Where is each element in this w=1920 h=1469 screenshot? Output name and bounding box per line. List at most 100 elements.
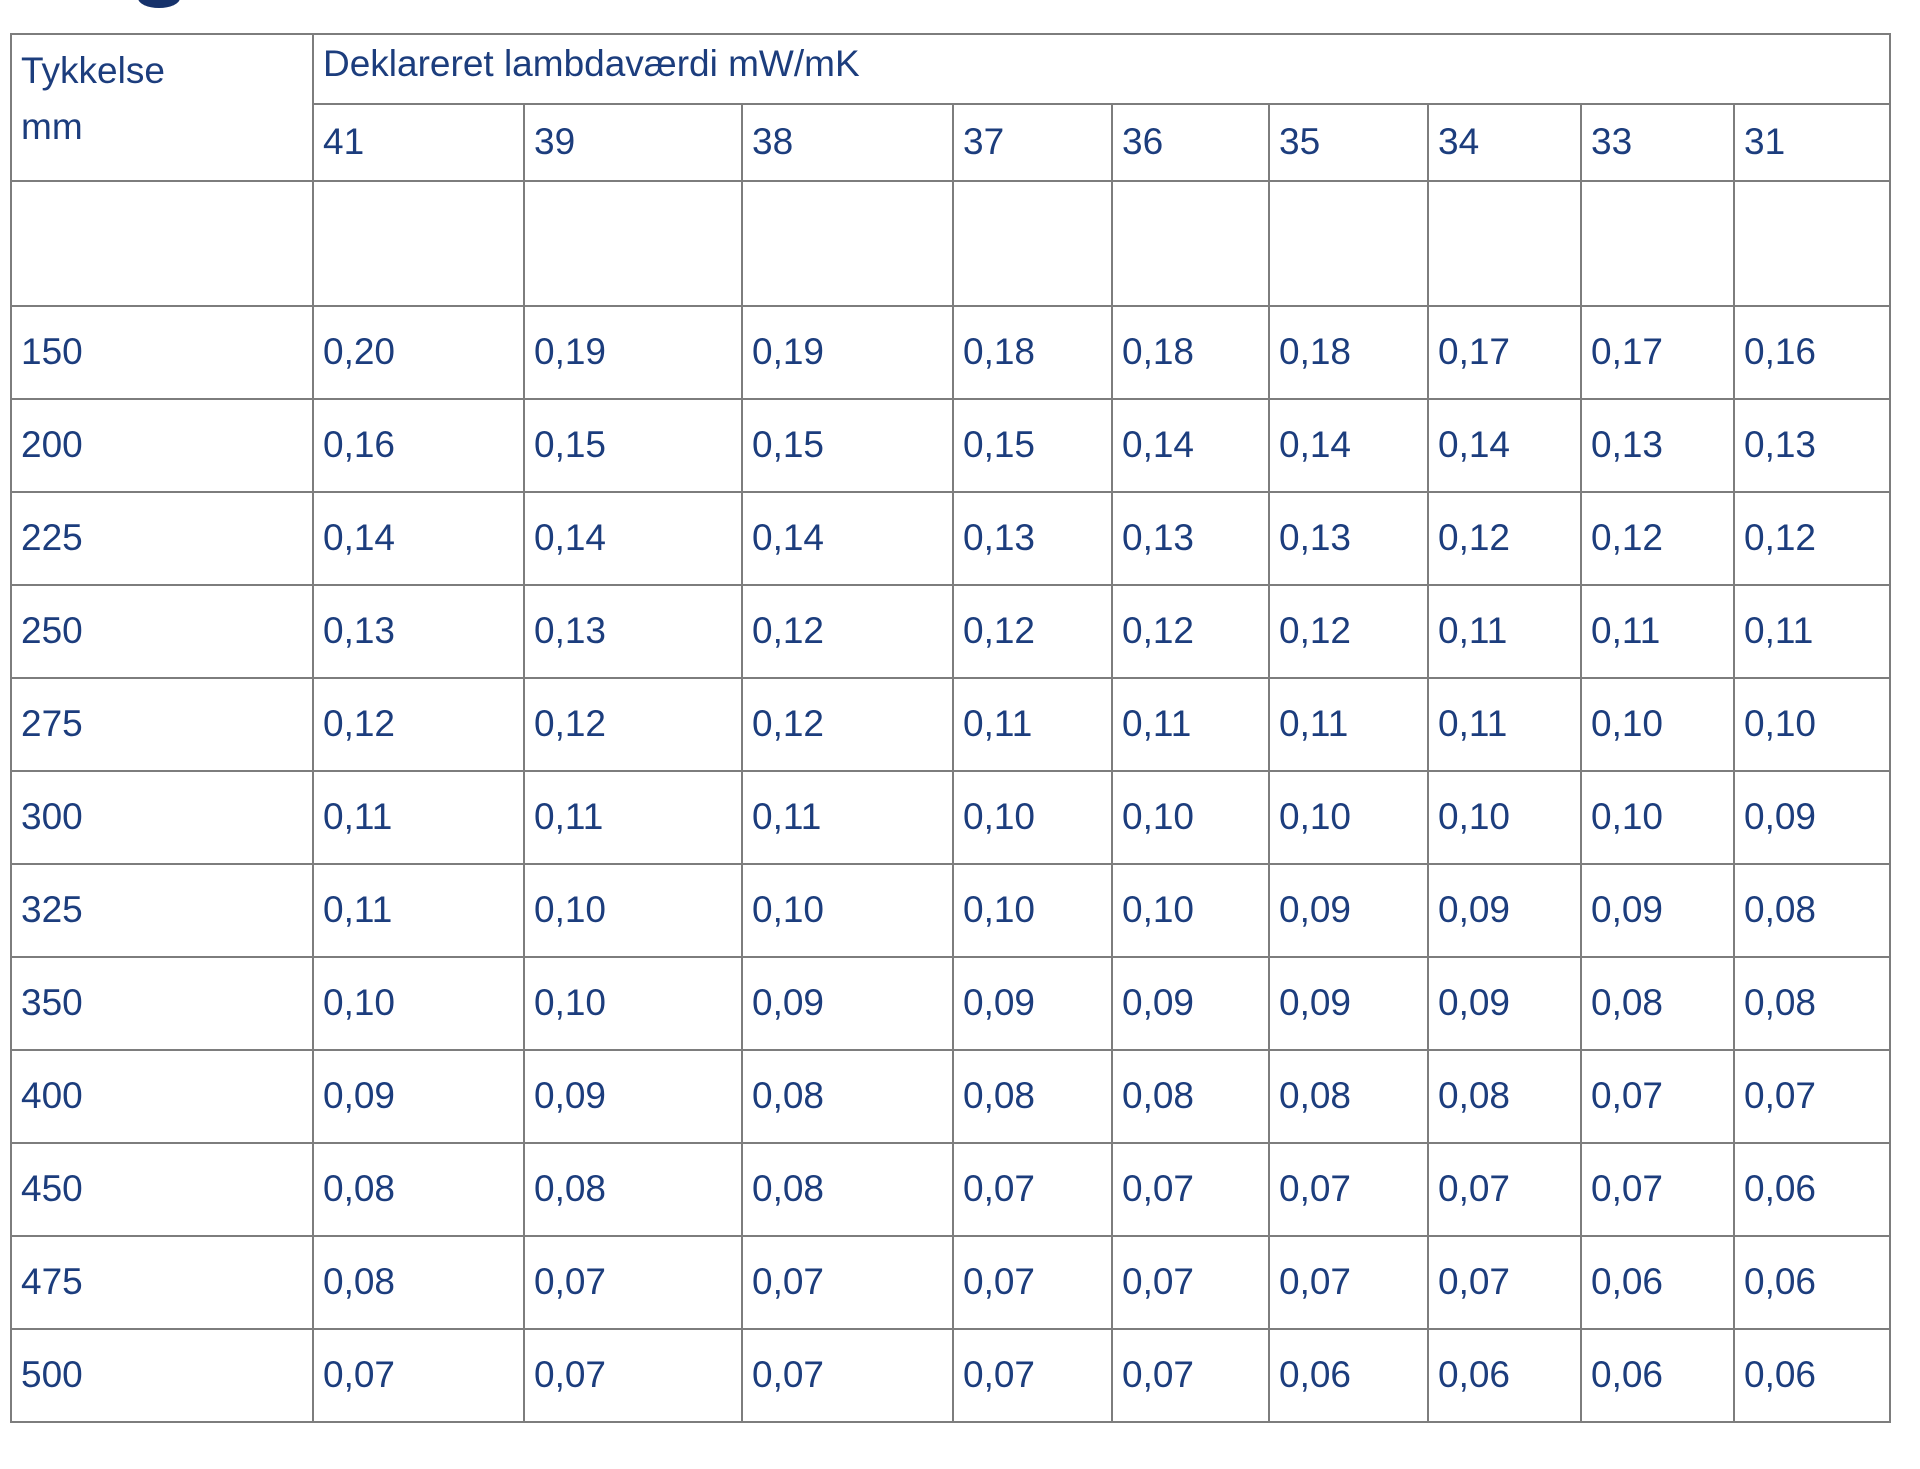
thickness-cell: 350 <box>10 956 314 1051</box>
lambda-value-cell: 0,08 <box>1111 1049 1270 1144</box>
lambda-value-cell: 0,07 <box>1268 1235 1429 1330</box>
lambda-value-cell: 0,07 <box>523 1328 743 1423</box>
lambda-value-cell: 0,11 <box>1427 677 1582 772</box>
lambda-value-cell: 0,17 <box>1580 305 1735 400</box>
lambda-value-cell: 0,09 <box>523 1049 743 1144</box>
spacer-cell <box>741 180 954 307</box>
lambda-column-header: 37 <box>952 103 1113 182</box>
lambda-value-cell: 0,09 <box>1268 863 1429 958</box>
thickness-cell: 400 <box>10 1049 314 1144</box>
lambda-value-cell: 0,12 <box>1732 491 1892 586</box>
lambda-value-cell: 0,14 <box>1268 398 1429 493</box>
lambda-value-cell: 0,07 <box>952 1142 1113 1237</box>
lambda-value-cell: 0,14 <box>312 491 525 586</box>
lambda-value-cell: 0,09 <box>1268 956 1429 1051</box>
lambda-value-cell: 0,10 <box>1268 770 1429 865</box>
table-row: 350 0,10 0,10 0,09 0,09 0,09 0,09 0,09 0,08 0,08 <box>10 956 1892 1051</box>
lambda-value-cell: 0,07 <box>952 1328 1113 1423</box>
lambda-value-cell: 0,11 <box>312 863 525 958</box>
lambda-value-cell: 0,08 <box>1732 956 1892 1051</box>
lambda-value-cell: 0,11 <box>312 770 525 865</box>
lambda-value-cell: 0,10 <box>1580 770 1735 865</box>
lambda-value-cell: 0,09 <box>1427 956 1582 1051</box>
thickness-cell: 150 <box>10 305 314 400</box>
lambda-value-cell: 0,07 <box>1268 1142 1429 1237</box>
lambda-value-cell: 0,09 <box>1111 956 1270 1051</box>
lambda-value-cell: 0,08 <box>1268 1049 1429 1144</box>
lambda-value-cell: 0,12 <box>1580 491 1735 586</box>
lambda-value-cell: 0,07 <box>1732 1049 1892 1144</box>
lambda-value-cell: 0,09 <box>1427 863 1582 958</box>
thickness-cell: 450 <box>10 1142 314 1237</box>
table-row: 475 0,08 0,07 0,07 0,07 0,07 0,07 0,07 0,06 0,06 <box>10 1235 1892 1330</box>
lambda-value-cell: 0,10 <box>312 956 525 1051</box>
lambda-value-cell: 0,10 <box>952 770 1113 865</box>
lambda-group-header: Deklareret lambdaværdi mW/mK <box>311 33 1892 105</box>
lambda-value-cell: 0,07 <box>741 1328 954 1423</box>
spacer-cell <box>312 180 525 307</box>
lambda-value-cell: 0,07 <box>741 1235 954 1330</box>
lambda-value-cell: 0,10 <box>741 863 954 958</box>
lambda-value-cell: 0,15 <box>523 398 743 493</box>
lambda-column-header: 39 <box>523 103 743 182</box>
thickness-cell: 300 <box>10 770 314 865</box>
lambda-value-cell: 0,13 <box>952 491 1113 586</box>
thickness-header-cell: Tykkelse mm <box>10 33 314 182</box>
lambda-value-cell: 0,08 <box>312 1235 525 1330</box>
lambda-value-cell: 0,13 <box>1732 398 1892 493</box>
lambda-value-cell: 0,11 <box>741 770 954 865</box>
lambda-value-cell: 0,14 <box>741 491 954 586</box>
spacer-row <box>10 180 1892 307</box>
lambda-column-header: 31 <box>1732 103 1892 182</box>
lambda-value-cell: 0,16 <box>312 398 525 493</box>
lambda-value-cell: 0,06 <box>1427 1328 1582 1423</box>
lambda-value-cell: 0,11 <box>523 770 743 865</box>
thickness-cell: 275 <box>10 677 314 772</box>
lambda-value-cell: 0,13 <box>523 584 743 679</box>
lambda-value-cell: 0,10 <box>952 863 1113 958</box>
lambda-value-cell: 0,08 <box>523 1142 743 1237</box>
lambda-value-cell: 0,08 <box>952 1049 1113 1144</box>
lambda-value-cell: 0,16 <box>1732 305 1892 400</box>
lambda-value-cell: 0,07 <box>952 1235 1113 1330</box>
lambda-value-cell: 0,18 <box>1111 305 1270 400</box>
thickness-cell: 250 <box>10 584 314 679</box>
lambda-value-cell: 0,10 <box>1427 770 1582 865</box>
lambda-value-cell: 0,08 <box>1580 956 1735 1051</box>
lambda-value-cell: 0,13 <box>1268 491 1429 586</box>
lambda-value-cell: 0,12 <box>523 677 743 772</box>
lambda-value-cell: 0,14 <box>1111 398 1270 493</box>
lambda-column-header: 33 <box>1580 103 1735 182</box>
lambda-value-cell: 0,06 <box>1732 1142 1892 1237</box>
thickness-cell: 475 <box>10 1235 314 1330</box>
lambda-column-header: 35 <box>1268 103 1429 182</box>
lambda-value-cell: 0,18 <box>952 305 1113 400</box>
lambda-value-cell: 0,07 <box>1427 1235 1582 1330</box>
thickness-header-line2: mm <box>21 106 83 147</box>
lambda-value-cell: 0,09 <box>952 956 1113 1051</box>
lambda-value-cell: 0,07 <box>1111 1328 1270 1423</box>
lambda-value-cell: 0,06 <box>1732 1235 1892 1330</box>
lambda-value-cell: 0,14 <box>1427 398 1582 493</box>
lambda-value-cell: 0,10 <box>523 863 743 958</box>
lambda-value-cell: 0,19 <box>741 305 954 400</box>
lambda-value-cell: 0,12 <box>1268 584 1429 679</box>
lambda-value-cell: 0,09 <box>741 956 954 1051</box>
lambda-value-cell: 0,10 <box>1732 677 1892 772</box>
lambda-value-cell: 0,15 <box>741 398 954 493</box>
lambda-value-cell: 0,12 <box>741 677 954 772</box>
lambda-value-cell: 0,18 <box>1268 305 1429 400</box>
lambda-columns-row: 41 39 38 37 36 35 34 33 31 <box>11 103 1892 182</box>
thickness-cell: 200 <box>10 398 314 493</box>
lambda-value-cell: 0,08 <box>1427 1049 1582 1144</box>
lambda-value-cell: 0,19 <box>523 305 743 400</box>
table-row: 325 0,11 0,10 0,10 0,10 0,10 0,09 0,09 0,09 0,08 <box>10 863 1892 958</box>
spacer-cell <box>1427 180 1582 307</box>
spacer-cell <box>10 180 314 307</box>
lambda-value-cell: 0,11 <box>1580 584 1735 679</box>
spacer-cell <box>1732 180 1892 307</box>
table-row: 250 0,13 0,13 0,12 0,12 0,12 0,12 0,11 0,11 0,11 <box>10 584 1892 679</box>
lambda-value-cell: 0,07 <box>312 1328 525 1423</box>
lambda-value-cell: 0,11 <box>1268 677 1429 772</box>
